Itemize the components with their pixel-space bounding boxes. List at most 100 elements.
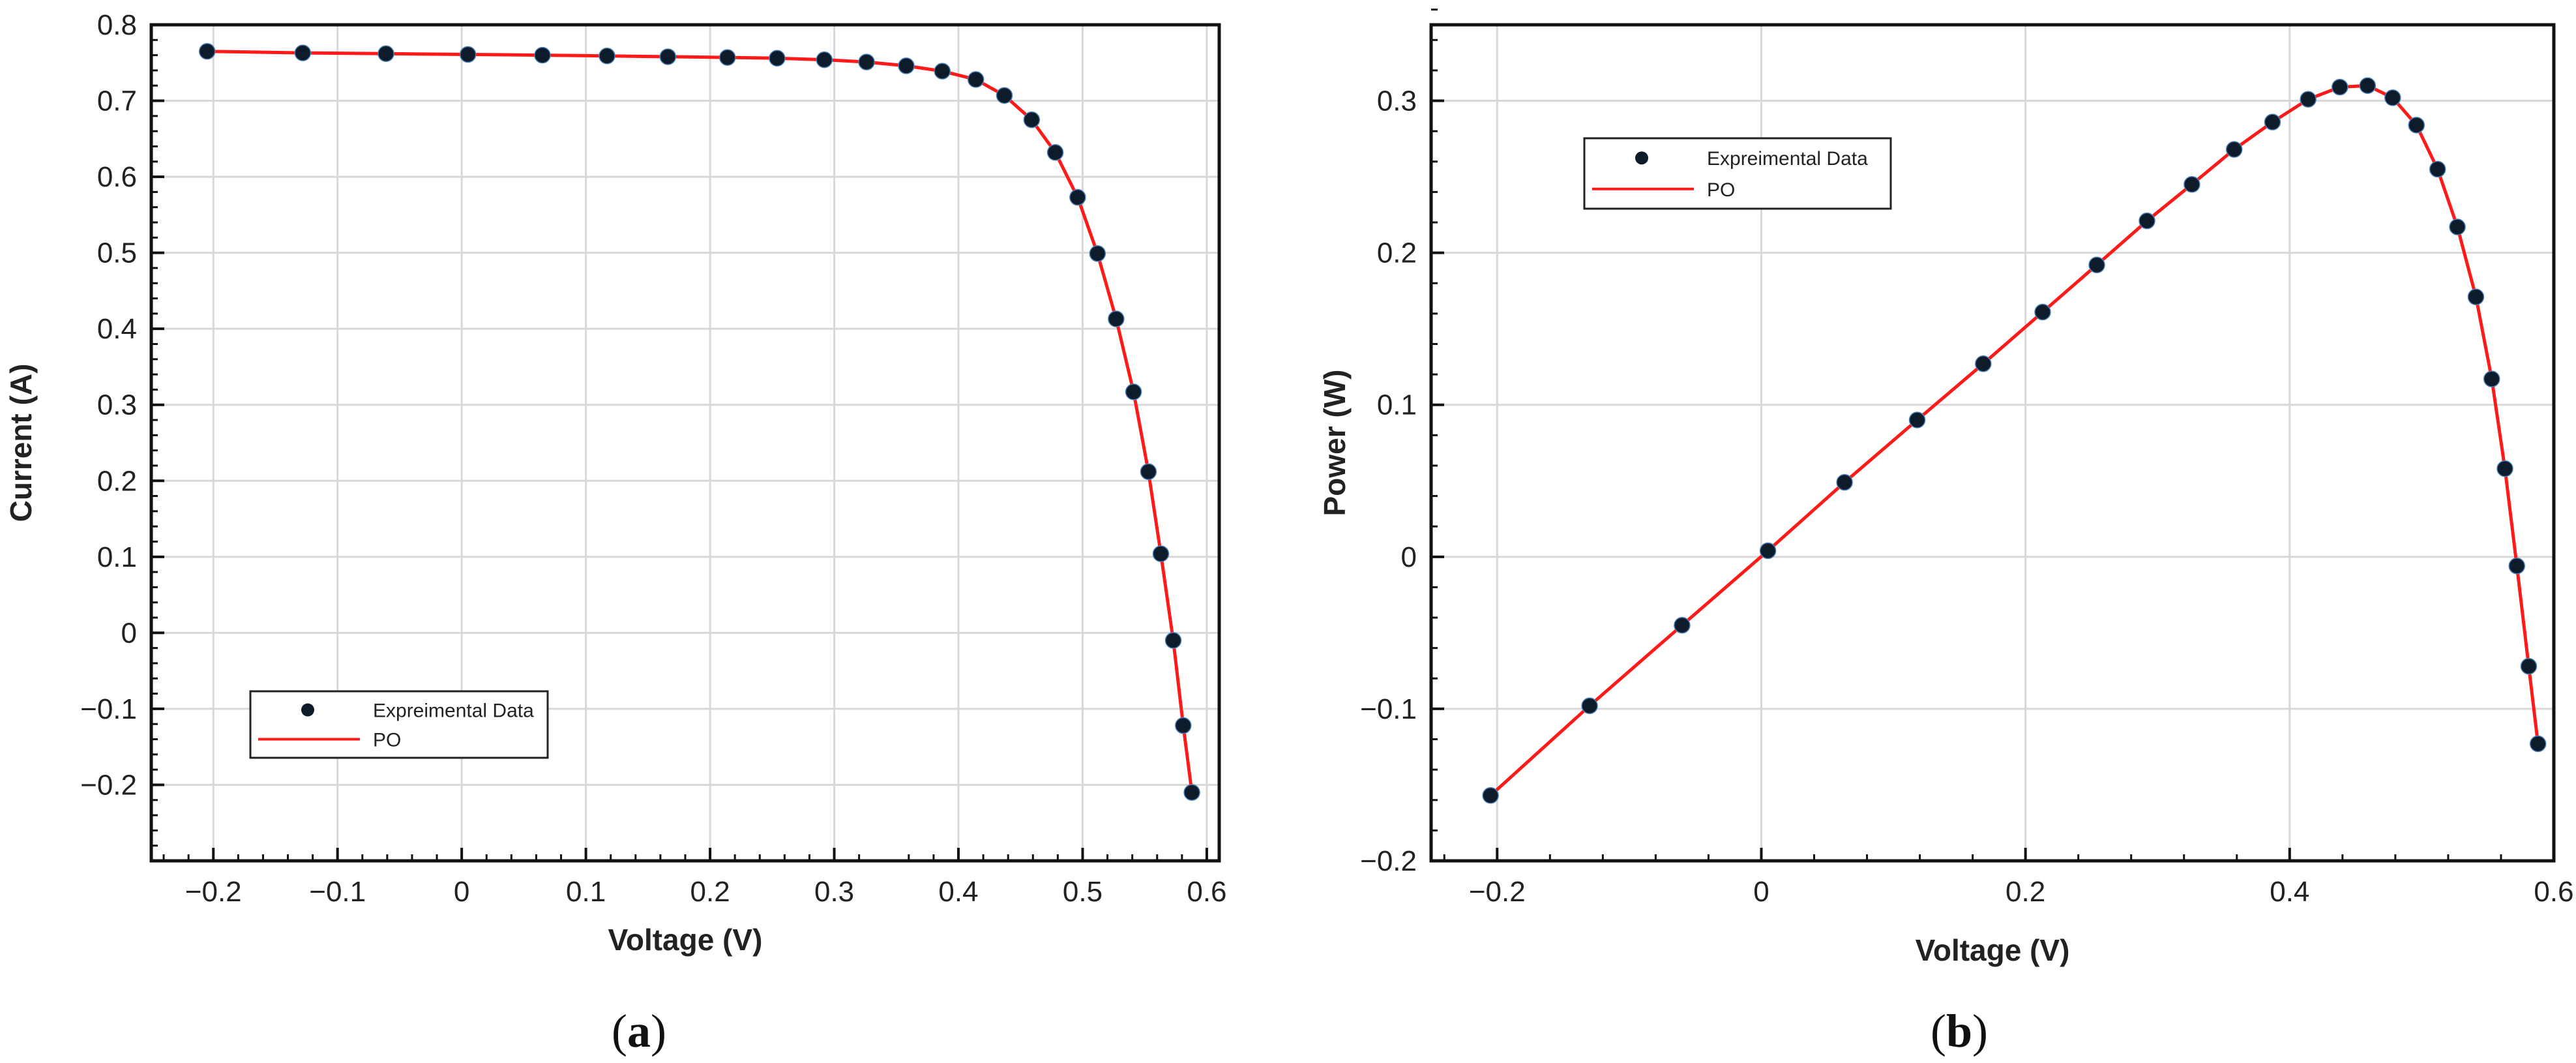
x-tick-label: 0.6: [2534, 876, 2573, 908]
series-lines-b: [1489, 83, 2540, 797]
x-tick-label: 0.1: [566, 876, 606, 908]
x-axis-title-a: Voltage (V): [608, 923, 763, 957]
x-tick-label: −0.2: [1469, 876, 1526, 908]
data-point: [2225, 141, 2243, 158]
y-tick-label: 0.6: [97, 161, 137, 193]
data-point: [2496, 460, 2513, 477]
data-point: [1482, 787, 1499, 804]
x-tick-label: 0.2: [690, 876, 730, 908]
data-point: [534, 46, 551, 64]
data-point: [2384, 89, 2401, 106]
chart-panel-a: −0.2 −0.1 0 0.1 0.2 0.3 0.4 0.5 0.6 −0.2 −0.1 0 0.1…: [4, 9, 1227, 1057]
x-tick-label: 0.4: [2270, 876, 2309, 908]
y-axis-ticks-a: −0.2 −0.1 0 0.1 0.2 0.3 0.4 0.5 0.6 0.7 0.8: [80, 9, 164, 862]
data-point: [2034, 303, 2051, 321]
y-tick-label: −0.1: [1360, 693, 1417, 725]
data-point: [2088, 256, 2105, 274]
panel-caption-b: (b): [1931, 1005, 1988, 1057]
y-tick-label: 0.5: [97, 237, 137, 269]
data-point: [769, 50, 786, 67]
data-point: [858, 53, 875, 70]
y-axis-title-a: Current (A): [4, 364, 38, 522]
data-point: [1152, 545, 1170, 562]
y-tick-label: 0.3: [1377, 85, 1417, 117]
x-axis-ticks-b: −0.2 0 0.2 0.4 0.6: [1443, 848, 2574, 908]
data-point: [1581, 697, 1598, 714]
data-point: [996, 87, 1013, 104]
data-point: [1759, 542, 1777, 560]
y-tick-label: 0.4: [97, 313, 137, 345]
data-point: [2408, 117, 2425, 134]
x-tick-label: −0.1: [309, 876, 366, 908]
x-axis-title-b: Voltage (V): [1916, 933, 2070, 967]
legend-marker-data-b: [1635, 151, 1648, 165]
data-point: [1046, 144, 1064, 161]
y-tick-label: 0.1: [97, 541, 137, 573]
y-tick-label: −0.1: [80, 693, 137, 725]
x-tick-label: 0.4: [938, 876, 978, 908]
x-tick-label: 0.6: [1187, 876, 1226, 908]
series-points-a: [198, 43, 1200, 801]
data-point: [2359, 77, 2376, 94]
y-tick-label: 0.2: [1377, 237, 1417, 269]
data-point: [2332, 78, 2348, 96]
y-tick-label: 0: [121, 617, 137, 649]
legend-box-b: [1583, 137, 1892, 210]
data-point: [1674, 616, 1691, 634]
data-point: [659, 48, 677, 65]
chart-panel-b: −0.2 0 0.2 0.4 0.6 −0.2 −0.1 0 0.1 0.2 0.3 Voltag…: [1318, 8, 2574, 1057]
data-point: [2139, 212, 2155, 230]
series-lines-a: [207, 50, 1194, 793]
x-tick-label: −0.2: [185, 876, 242, 908]
data-point: [2529, 735, 2547, 753]
data-point: [2483, 370, 2500, 387]
data-point: [294, 44, 312, 61]
series-line-po: [207, 50, 1194, 793]
data-point: [459, 46, 477, 63]
y-axis-ticks-b: −0.2 −0.1 0 0.1 0.2 0.3: [1360, 8, 1444, 877]
x-tick-label: 0: [1753, 876, 1769, 908]
y-tick-label: −0.2: [80, 769, 137, 801]
x-tick-label: 0.5: [1063, 876, 1103, 908]
data-point: [816, 51, 833, 68]
data-point: [1183, 784, 1200, 801]
y-tick-label: 0.8: [97, 9, 137, 41]
x-tick-label: 0: [454, 876, 469, 908]
series-points-b: [1482, 77, 2547, 804]
data-point: [1089, 245, 1106, 262]
data-point: [378, 45, 394, 63]
data-point: [2429, 160, 2446, 178]
data-point: [2449, 218, 2466, 235]
data-point: [934, 63, 951, 80]
panel-caption-letter-a: a: [627, 1005, 651, 1057]
legend-label-data-a: Expreimental Data: [373, 700, 534, 722]
data-point: [1164, 632, 1182, 649]
legend-b: Expreimental Data PO: [1583, 137, 1892, 210]
legend-label-po-b: PO: [1707, 179, 1735, 201]
y-tick-label: 0.7: [97, 85, 137, 117]
data-point: [1140, 463, 1157, 481]
data-point: [2467, 288, 2485, 305]
data-point: [1023, 111, 1041, 128]
data-point: [1108, 310, 1125, 327]
x-tick-label: 0.2: [2006, 876, 2045, 908]
data-point: [2264, 113, 2281, 130]
data-point: [1836, 473, 1853, 491]
data-point: [198, 43, 216, 60]
plot-frame-b: [1429, 23, 2556, 863]
y-axis-title-b: Power (W): [1318, 370, 1352, 517]
legend-a: Expreimental Data PO: [249, 690, 549, 759]
y-tick-label: −0.2: [1360, 845, 1417, 877]
y-tick-label: 0.2: [97, 465, 137, 497]
panel-caption-letter-b: b: [1946, 1005, 1972, 1057]
series-line-po: [1489, 83, 2540, 797]
data-point: [1175, 717, 1192, 734]
data-point: [1908, 412, 1926, 428]
data-point: [2300, 91, 2317, 108]
data-point: [1975, 355, 1992, 372]
legend-label-po-a: PO: [373, 729, 401, 751]
y-tick-label: 0.1: [1377, 389, 1417, 421]
data-point: [898, 57, 915, 74]
data-point: [2184, 175, 2200, 193]
data-point: [2508, 558, 2526, 575]
